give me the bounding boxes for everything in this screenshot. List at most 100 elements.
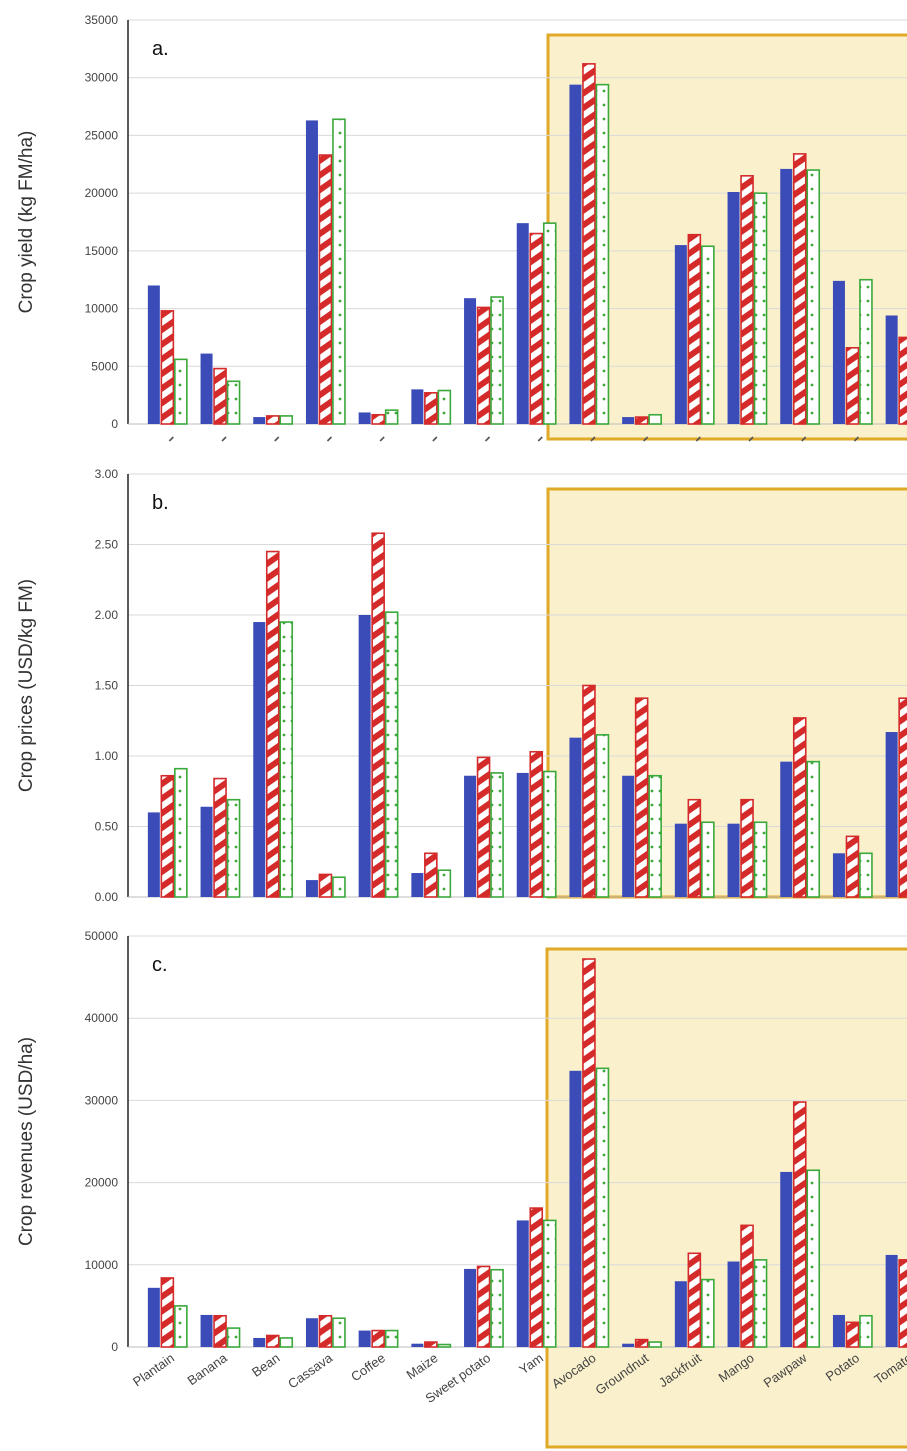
bar-cassava-s2 [318,154,333,425]
y-tick-label: 0 [111,1340,118,1354]
bar-tomato-s2 [898,336,907,425]
bar-avocado-s1 [569,737,582,897]
bar-plantain-s1 [147,285,160,424]
bar-yam-s2 [529,232,544,425]
bar-potato-s2 [845,1321,860,1348]
bar-sweet-potato-s1 [464,1268,477,1347]
y-tick-label: 5000 [91,359,118,373]
bar-bean-s2 [265,550,280,898]
bar-sweet-potato-s2 [476,756,491,898]
bar-jackfruit-s3 [701,245,715,425]
bar-pawpaw-s3 [806,1169,821,1348]
bar-banana-s2 [213,367,227,425]
y-tick-label: 30000 [85,71,119,85]
bar-cassava-s3 [332,118,346,425]
x-tick-label-clipped [748,436,754,442]
x-tick-label: Maize [404,1350,441,1382]
bar-maize-s3 [437,869,452,898]
y-tick-label: 1.00 [95,749,119,763]
bar-mango-s3 [753,1259,768,1348]
bar-banana-s3 [226,380,241,425]
bar-plantain-s3 [174,358,188,425]
x-tick-label-clipped [853,436,860,442]
bar-avocado-s2 [582,63,596,425]
bar-jackfruit-s1 [674,1281,687,1347]
bar-plantain-s2 [160,310,175,425]
bar-plantain-s1 [147,812,160,897]
bar-cassava-s1 [305,880,318,897]
bar-mango-s2 [740,798,754,898]
bar-maize-s3 [437,389,452,425]
bar-sweet-potato-s3 [490,772,504,898]
panel-1: 0 5000 10000 15000 20000 25000 30000 35000 Crop … [16,13,907,442]
bar-maize-s1 [411,1343,424,1347]
y-tick-label: 30000 [85,1093,119,1107]
bar-groundnut-s3 [648,774,662,898]
x-tick-label: Coffee [348,1350,388,1384]
y-tick-label: 0 [111,417,118,431]
bar-sweet-potato-s2 [476,1265,491,1348]
bar-maize-s2 [424,1341,438,1348]
bar-coffee-s1 [358,1330,371,1347]
bar-maize-s2 [424,852,438,898]
bar-potato-s2 [845,347,860,425]
bar-yam-s1 [516,772,529,897]
bar-plantain-s3 [174,767,188,898]
bar-pawpaw-s2 [792,717,807,898]
bar-coffee-s1 [358,412,371,424]
bar-sweet-potato-s3 [490,296,504,425]
bar-avocado-s1 [569,84,582,424]
bar-bean-s2 [265,1334,280,1348]
bar-groundnut-s3 [648,1341,662,1348]
panel-2: 0.00 0.50 1.00 1.50 2.00 2.50 3.00 Crop prices … [16,467,907,904]
y-tick-label: 20000 [85,186,119,200]
bar-cassava-s1 [305,1318,318,1347]
x-tick-label-clipped [379,436,385,442]
panel-label: c. [152,954,168,976]
bar-jackfruit-s1 [674,823,687,897]
bar-maize-s3 [437,1343,452,1348]
bar-banana-s1 [200,353,213,424]
bar-groundnut-s1 [622,1343,635,1347]
bar-pawpaw-s1 [780,1171,793,1347]
bar-groundnut-s1 [622,775,635,897]
x-tick-label: Cassava [285,1350,336,1392]
bar-coffee-s2 [371,1329,385,1348]
bar-mango-s3 [753,192,768,425]
bar-sweet-potato-s1 [464,298,477,424]
y-tick-label: 20000 [85,1176,119,1190]
x-tick-label-clipped [643,436,649,442]
bar-maize-s1 [411,873,424,897]
y-axis-label: Crop prices (USD/kg FM) [16,579,37,792]
x-tick-label: Banana [184,1350,230,1388]
bar-yam-s1 [516,1220,529,1347]
x-tick-label-clipped [484,436,491,442]
x-tick-label-clipped [274,436,280,442]
y-tick-label: 0.00 [95,890,119,904]
bar-coffee-s3 [384,409,399,425]
bar-plantain-s1 [147,1287,160,1347]
x-tick-label: Yam [516,1350,546,1377]
x-tick-label-clipped [326,436,333,442]
y-tick-label: 2.50 [95,538,119,552]
bar-avocado-s2 [582,684,596,898]
y-tick-label: 3.00 [95,467,119,481]
bar-jackfruit-s3 [701,1278,715,1348]
x-tick-label: Bean [249,1350,282,1380]
bar-groundnut-s2 [634,416,649,425]
bar-sweet-potato-s3 [490,1268,504,1348]
x-tick-label-clipped [168,436,174,442]
bar-banana-s2 [213,1314,227,1348]
y-tick-label: 35000 [85,13,119,27]
bar-plantain-s2 [160,774,175,898]
bar-pawpaw-s2 [792,1101,807,1348]
bar-bean-s3 [279,1337,294,1348]
bar-tomato-s1 [885,732,898,897]
bar-pawpaw-s3 [806,169,821,425]
bar-bean-s1 [253,417,266,424]
bar-yam-s2 [529,1207,544,1348]
bar-coffee-s1 [358,615,371,897]
bar-groundnut-s1 [622,417,635,424]
bar-potato-s3 [859,1314,873,1348]
